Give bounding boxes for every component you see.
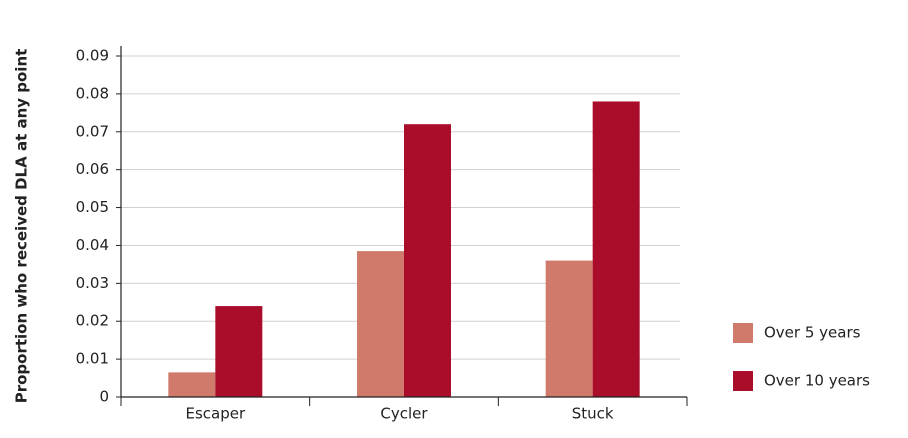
y-tick-label: 0.06	[76, 160, 109, 178]
y-tick-label: 0	[99, 388, 109, 406]
y-tick-label: 0.05	[76, 198, 109, 216]
y-tick-label: 0.01	[76, 350, 109, 368]
bar	[545, 260, 593, 397]
bar	[592, 101, 640, 397]
y-axis-label: Proportion who received DLA at any point	[13, 49, 31, 404]
y-tick-label: 0.08	[76, 84, 109, 102]
y-tick-label: 0.09	[76, 47, 109, 65]
y-tick-label: 0.07	[76, 122, 109, 140]
y-tick-label: 0.03	[76, 274, 109, 292]
y-tick-label: 0.04	[76, 236, 109, 254]
x-tick-label: Escaper	[186, 405, 246, 423]
x-tick-label: Cycler	[380, 405, 428, 423]
bar	[357, 251, 404, 397]
x-tick-label: Stuck	[572, 405, 614, 423]
legend-label: Over 5 years	[764, 324, 861, 342]
legend-swatch	[733, 371, 753, 391]
legend-swatch	[733, 323, 753, 343]
bar	[215, 306, 263, 397]
bar	[404, 124, 451, 397]
bar	[168, 372, 216, 397]
legend-label: Over 10 years	[764, 372, 870, 390]
y-tick-label: 0.02	[76, 312, 109, 330]
